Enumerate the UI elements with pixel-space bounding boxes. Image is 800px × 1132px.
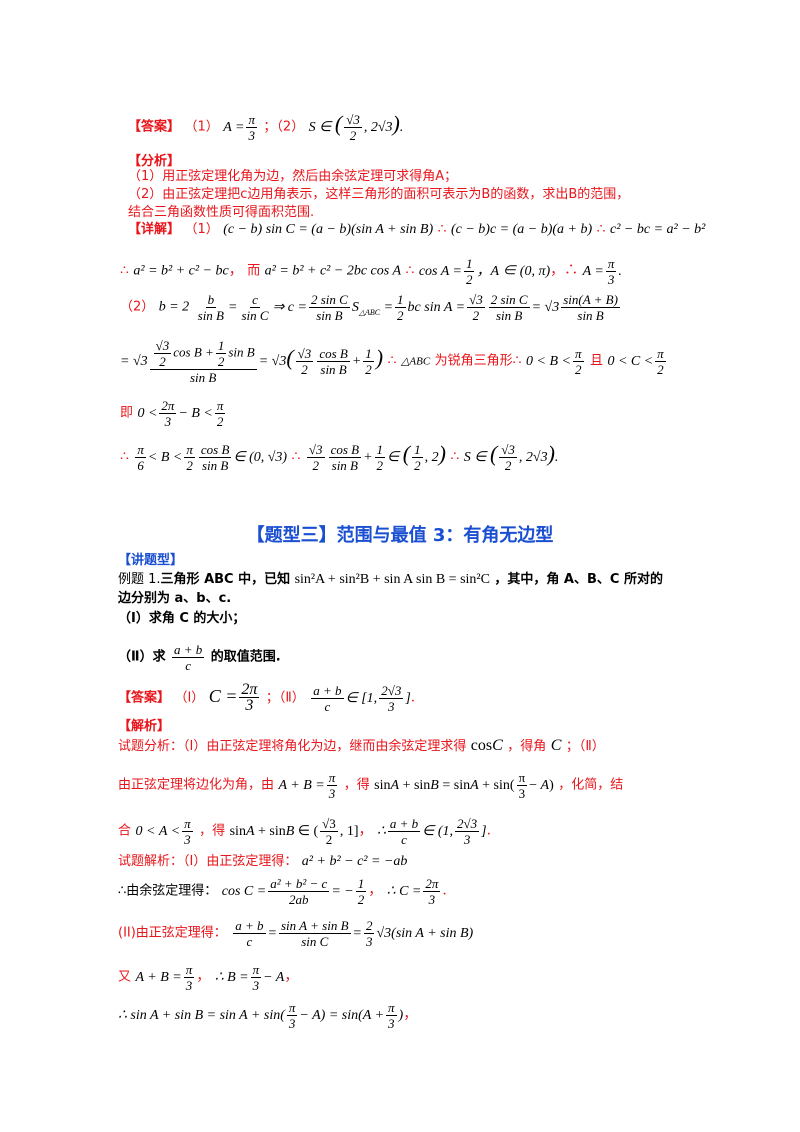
answer-tag: 【答案】: [128, 119, 181, 135]
formula: S ∈ (√3 2, 2√3).: [308, 110, 404, 143]
jiexi-line-4: 又 A + B = π 3， ∴ B = π 3− A，: [118, 962, 299, 993]
detail-line-2: ∴ a² = b² + c² − bc， 而 a² = b² + c² − 2b…: [120, 256, 622, 287]
fenxi-line-3: 合 0 < A < π 3 ，得 sinA + sinB ∈ (√3 2, 1]， ∴…: [118, 816, 492, 847]
fenxi-line-1: 试题分析：（Ⅰ）由正弦定理将角化为边，继而由余弦定理求得 cosC ，得角 C …: [118, 737, 605, 754]
detail-line-5: 即 0 <2π 3− B < π 2: [120, 398, 226, 429]
example-line-2: 边分别为 a、b、c.: [118, 591, 232, 606]
answer-line: 【答案】 （1） A = π 3 ；（2） S ∈ (√3 2, 2√3).: [128, 110, 404, 143]
section-title: 【题型三】范围与最值 3：有角无边型: [246, 525, 554, 546]
answer-2: 【答案】 （Ⅰ） C = 2π 3 ；（Ⅱ） a + b c ∈ [1, 2√3 3].: [118, 681, 416, 714]
detail-line-1: 【详解】 （1） (c − b) sin C = (a − b)(sin A +…: [128, 221, 706, 237]
formula: A = π 3: [223, 112, 257, 143]
lecture-tag: 【讲题型】: [118, 553, 184, 568]
analysis-tag-line: 【分析】: [128, 154, 181, 169]
example-line-1: 例题 1.三角形 ABC 中，已知 sin²A + sin²B + sin A …: [118, 572, 663, 587]
fenxi-line-2: 由正弦定理将边化为角，由 A + B = π 3 ，得 sinA + sinB = …: [118, 770, 624, 801]
jiexi-tag: 【解析】: [118, 719, 171, 734]
jiexi-line-5: ∴ sin A + sin B = sin A + sin(π 3− A) = s…: [118, 1000, 418, 1031]
analysis-line-1: （1）用正弦定理化角为边，然后由余弦定理可求得角A；: [128, 169, 458, 184]
jiexi-line-2: ∴由余弦定理得： cos C = a² + b² − c 2ab = −1 2， ∴ C…: [118, 876, 447, 907]
question-1: （Ⅰ）求角 C 的大小；: [118, 611, 246, 626]
analysis-line-3: 结合三角函数性质可得面积范围.: [128, 205, 315, 220]
analysis-line-2: （2）由正弦定理把c边用角表示，这样三角形的面积可表示为B的函数，求出B的范围，: [128, 187, 630, 202]
jiexi-line-1: 试题解析：（Ⅰ）由正弦定理得： a² + b² − c² = −ab: [118, 854, 408, 869]
